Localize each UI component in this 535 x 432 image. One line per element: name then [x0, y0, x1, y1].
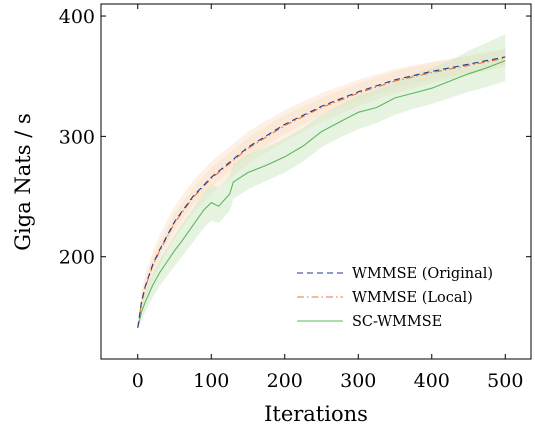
x-tick-label: 100: [193, 370, 229, 392]
legend: WMMSE (Original) WMMSE (Local) SC-WMMSE: [297, 266, 493, 330]
legend-label: SC-WMMSE: [352, 314, 442, 330]
x-tick-label: 0: [132, 370, 144, 392]
y-tick-label: 400: [59, 6, 95, 28]
legend-label: WMMSE (Local): [352, 290, 473, 306]
series-lines: [137, 56, 506, 328]
y-axis-title: Giga Nats / s: [11, 113, 35, 250]
band-wmmse-original: [137, 48, 506, 328]
band-sc-wmmse: [137, 34, 506, 328]
x-axis-title: Iterations: [264, 402, 368, 426]
y-tick-label: 300: [59, 126, 95, 148]
x-tick-label: 400: [414, 370, 450, 392]
legend-label: WMMSE (Original): [352, 266, 493, 282]
line-wmmse-local: [137, 57, 506, 328]
x-tick-label: 300: [340, 370, 376, 392]
line-sc-wmmse: [137, 60, 506, 328]
plot-frame: [100, 3, 532, 360]
y-axis-ticks: 200 300 400: [59, 6, 531, 269]
line-wmmse-original: [137, 56, 506, 328]
confidence-bands: [137, 34, 506, 328]
x-axis-ticks: 0 100 200 300 400 500: [132, 4, 523, 392]
y-tick-label: 200: [59, 247, 95, 269]
x-tick-label: 200: [267, 370, 303, 392]
x-tick-label: 500: [487, 370, 523, 392]
